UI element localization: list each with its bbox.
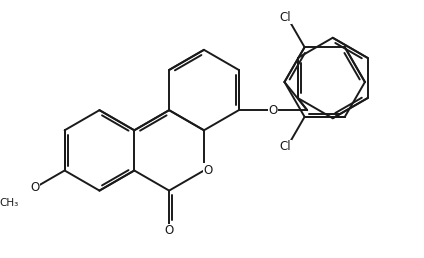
Text: O: O <box>165 224 174 237</box>
Text: O: O <box>204 164 212 177</box>
Text: Cl: Cl <box>280 141 291 154</box>
Text: Cl: Cl <box>280 11 291 23</box>
Text: O: O <box>31 181 40 194</box>
Text: CH₃: CH₃ <box>0 198 19 208</box>
Text: O: O <box>268 104 278 117</box>
